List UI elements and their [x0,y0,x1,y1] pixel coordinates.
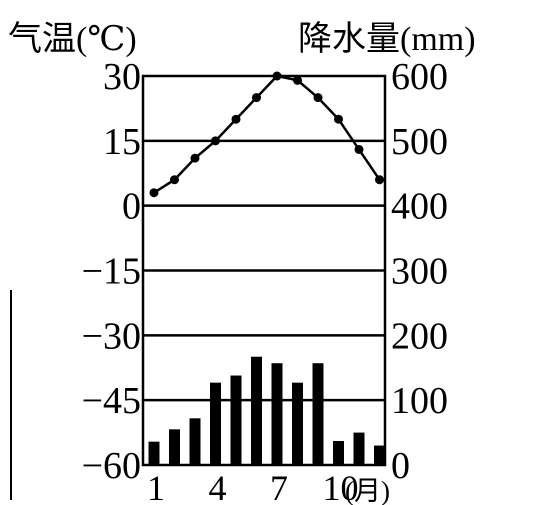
temperature-point [334,114,343,124]
precipitation-bar [271,363,283,465]
axis-labels: 30 15 0 −15 −30 −45 −60 600 500 400 300 200 100 0 1 4 7 1… [82,56,448,505]
temperature-point [293,75,302,85]
left-tick-label: 30 [103,56,141,98]
precipitation-bar [189,418,201,465]
right-tick-label: 600 [391,56,448,98]
x-tick-label: 4 [209,468,227,505]
temperature-point [190,153,200,163]
precipitation-bars [148,356,385,465]
plot-frame [141,74,387,467]
temperature-point [231,114,241,124]
precipitation-bar [230,375,242,465]
temperature-point [149,188,159,198]
right-tick-label: 400 [391,186,448,228]
right-tick-label: 100 [391,380,448,422]
x-unit-label: (月) [345,476,390,505]
temperature-series [149,71,384,198]
x-tick-label: 7 [270,468,288,505]
precipitation-bar [333,441,344,465]
precipitation-bar [353,432,365,465]
left-tick-label: −30 [82,315,141,357]
right-axis-title: 降水量(mm) [298,20,476,58]
temperature-point [313,93,323,103]
left-tick-label: 15 [103,121,141,163]
grid-lines [143,139,385,402]
left-tick-label: −15 [82,251,141,293]
left-tick-label: −60 [82,445,141,487]
precipitation-bar [169,429,180,465]
temperature-point [211,136,220,146]
right-tick-label: 300 [391,251,448,293]
temperature-point [375,175,384,185]
right-tick-label: 0 [391,445,410,487]
left-tick-label: −45 [82,380,141,422]
left-axis-title: 气温(℃) [8,20,137,58]
x-tick-label: 10 [323,468,359,505]
temperature-point [354,144,364,154]
left-tick-label: 0 [122,186,141,228]
right-tick-label: 200 [391,315,448,357]
temperature-point [252,93,261,103]
precipitation-bar [374,445,385,465]
precipitation-bar [312,363,324,465]
precipitation-bar [210,382,221,465]
temperature-point [170,175,179,185]
precipitation-bar [148,441,160,465]
precipitation-bar [292,382,303,465]
temperature-line [153,74,381,194]
x-tick-label: 1 [147,468,165,505]
precipitation-bar [251,356,262,465]
right-tick-label: 500 [391,121,448,163]
temperature-point [272,71,282,81]
